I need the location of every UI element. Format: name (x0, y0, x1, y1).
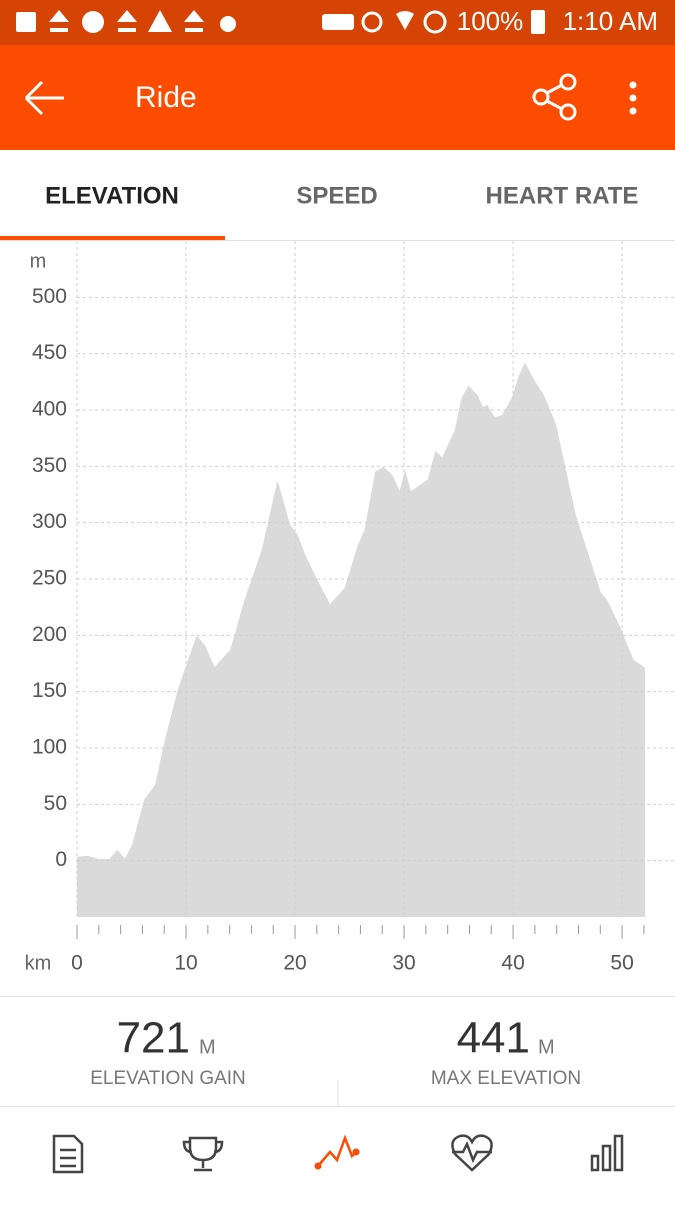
nav-dot (314, 1162, 322, 1170)
tab[interactable]: ELEVATION (45, 182, 179, 209)
x-tick-label: 40 (501, 952, 524, 975)
y-tick-label: 300 (32, 510, 67, 533)
stat-unit: M (199, 1036, 216, 1058)
nav-overview[interactable] (52, 1134, 84, 1174)
x-tick-label: 10 (174, 952, 197, 975)
nav-achievements[interactable] (182, 1136, 224, 1172)
x-tick-label: 0 (71, 952, 83, 975)
nav-heart-rate[interactable] (451, 1134, 493, 1172)
share-button[interactable] (532, 73, 577, 121)
y-tick-label: 100 (32, 736, 67, 759)
area-edge (76, 362, 646, 861)
stat-label: ELEVATION GAIN (90, 1068, 246, 1089)
y-tick-label: 150 (32, 679, 67, 702)
stat-label: MAX ELEVATION (431, 1068, 581, 1089)
y-tick-label: 350 (32, 454, 67, 477)
app-bar (0, 45, 675, 150)
tab[interactable]: HEART RATE (486, 182, 639, 209)
back-button[interactable] (24, 80, 64, 116)
stat-unit: M (538, 1036, 555, 1058)
battery-percent: 100% (457, 6, 524, 36)
y-tick-label: 400 (32, 398, 67, 421)
nav-analysis[interactable] (317, 1134, 357, 1167)
status-icons (16, 10, 545, 34)
x-tick-label: 30 (392, 952, 415, 975)
y-tick-label: 200 (32, 623, 67, 646)
menu-button[interactable] (629, 81, 637, 115)
nav-dot (352, 1148, 360, 1156)
x-tick-label: 50 (610, 952, 633, 975)
app-title: Ride (135, 81, 197, 114)
y-tick-label: 0 (55, 848, 67, 871)
tab-bar (0, 150, 675, 240)
tab[interactable]: SPEED (296, 182, 377, 209)
clock: 1:10 AM (563, 6, 658, 36)
y-tick-label: 450 (32, 341, 67, 364)
x-tick-label: 20 (283, 952, 306, 975)
y-unit: m (30, 250, 47, 272)
nav-stats[interactable] (590, 1134, 624, 1172)
area-fill (77, 363, 645, 917)
stat-value: 721 (117, 1014, 190, 1063)
elevation-chart: 0 50 100 150 200 250 300 350 400 450 500 0 10 20 30 40 5… (32, 241, 675, 975)
stat-value: 441 (457, 1014, 530, 1063)
y-tick-label: 500 (32, 285, 67, 308)
tab-indicator (0, 236, 225, 240)
y-tick-label: 50 (44, 792, 67, 815)
x-unit: km (25, 952, 52, 974)
y-tick-label: 250 (32, 567, 67, 590)
